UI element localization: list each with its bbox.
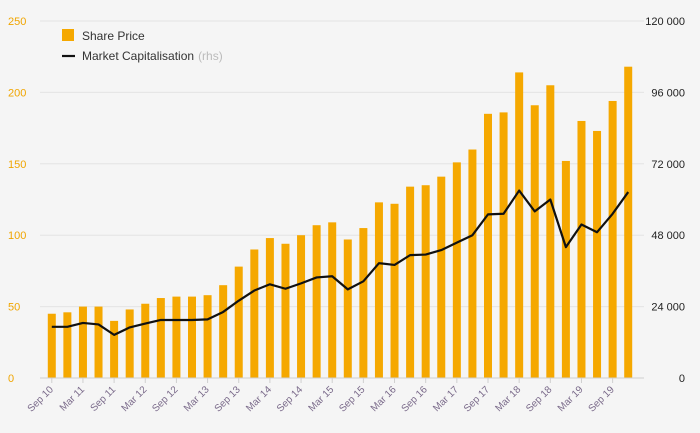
share-price-bar [78, 306, 87, 378]
legend-market-cap-label: Market Capitalisation (rhs) [82, 49, 223, 63]
share-price-bar [421, 185, 430, 378]
share-price-bar [328, 222, 337, 378]
share-price-bar [281, 243, 290, 378]
x-tick-label: Mar 14 [244, 384, 274, 414]
share-price-bar [499, 112, 508, 378]
share-price-bar [561, 160, 570, 378]
x-tick-label: Mar 17 [431, 384, 461, 414]
y-right-tick-label: 24 000 [651, 302, 685, 314]
y-left-tick-label: 200 [8, 87, 26, 99]
x-tick-label: Mar 16 [369, 384, 399, 414]
share-price-bar [141, 303, 150, 378]
legend-bar-swatch [62, 29, 74, 41]
share-price-bar [468, 149, 477, 378]
share-price-bar [250, 249, 259, 378]
legend: Share Price Market Capitalisation (rhs) [62, 29, 223, 63]
x-tick-label: Sep 10 [26, 384, 56, 414]
share-price-bar [593, 130, 602, 378]
share-price-bar [452, 162, 461, 378]
x-tick-label: Sep 11 [89, 384, 119, 414]
legend-share-price-label: Share Price [82, 29, 145, 43]
share-price-bar [110, 320, 119, 378]
y-right-tick-label: 48 000 [651, 230, 685, 242]
share-price-bar [546, 85, 555, 378]
share-price-bar [390, 203, 399, 378]
share-price-bar [406, 186, 415, 378]
legend-market-cap-suffix: (rhs) [198, 49, 223, 63]
share-price-bar [219, 285, 228, 378]
share-price-bar [47, 313, 56, 378]
y-left-tick-label: 50 [8, 302, 20, 314]
share-price-bar [172, 296, 181, 378]
x-tick-label: Mar 15 [307, 384, 337, 414]
share-price-bar [297, 235, 306, 378]
share-price-bar [484, 113, 492, 378]
share-price-bar [515, 72, 524, 379]
share-price-bar [359, 228, 368, 378]
share-price-bar [203, 295, 212, 378]
share-price-bar [94, 306, 103, 378]
x-tick-label: Mar 11 [58, 384, 88, 414]
y-left-tick-label: 100 [8, 230, 26, 242]
share-price-bar [624, 66, 633, 379]
y-right-tick-label: 96 000 [651, 87, 685, 99]
x-tick-label: Mar 13 [182, 384, 212, 414]
legend-market-cap-name: Market Capitalisation [82, 49, 194, 63]
share-price-bar [125, 309, 134, 378]
share-price-bar [577, 120, 586, 379]
share-price-bars [47, 66, 633, 379]
x-tick-label: Sep 19 [587, 384, 617, 414]
x-tick-label: Sep 16 [400, 384, 430, 414]
x-tick-label: Mar 18 [493, 384, 523, 414]
share-price-bar [63, 312, 72, 378]
y-left-tick-label: 250 [8, 16, 26, 28]
x-tick-label: Sep 17 [462, 384, 492, 414]
y-right-tick-label: 0 [679, 373, 685, 385]
y-right-tick-label: 120 000 [645, 16, 685, 28]
share-price-bar [530, 105, 539, 378]
share-price-bar [437, 176, 446, 378]
x-tick-label: Mar 12 [120, 384, 150, 414]
x-tick-label: Sep 13 [213, 384, 243, 414]
y-right-tick-label: 72 000 [651, 159, 685, 171]
share-price-bar [374, 202, 383, 378]
y-left-tick-label: 150 [8, 159, 26, 171]
share-price-bar [265, 238, 274, 378]
x-tick-label: Sep 18 [524, 384, 554, 414]
grid-lines [40, 20, 644, 308]
x-tick-label: Sep 12 [150, 384, 180, 414]
share-price-bar [234, 266, 243, 378]
share-price-bar [156, 298, 165, 378]
y-left-tick-label: 0 [8, 373, 14, 385]
x-tick-label: Sep 14 [275, 384, 305, 414]
market-cap-line [51, 189, 630, 336]
x-tick-label: Sep 15 [337, 384, 367, 414]
share-price-bar [608, 100, 617, 378]
share-price-bar [312, 225, 321, 378]
share-price-bar [343, 239, 352, 378]
share-price-bar [188, 296, 196, 378]
x-tick-label: Mar 19 [556, 384, 586, 414]
